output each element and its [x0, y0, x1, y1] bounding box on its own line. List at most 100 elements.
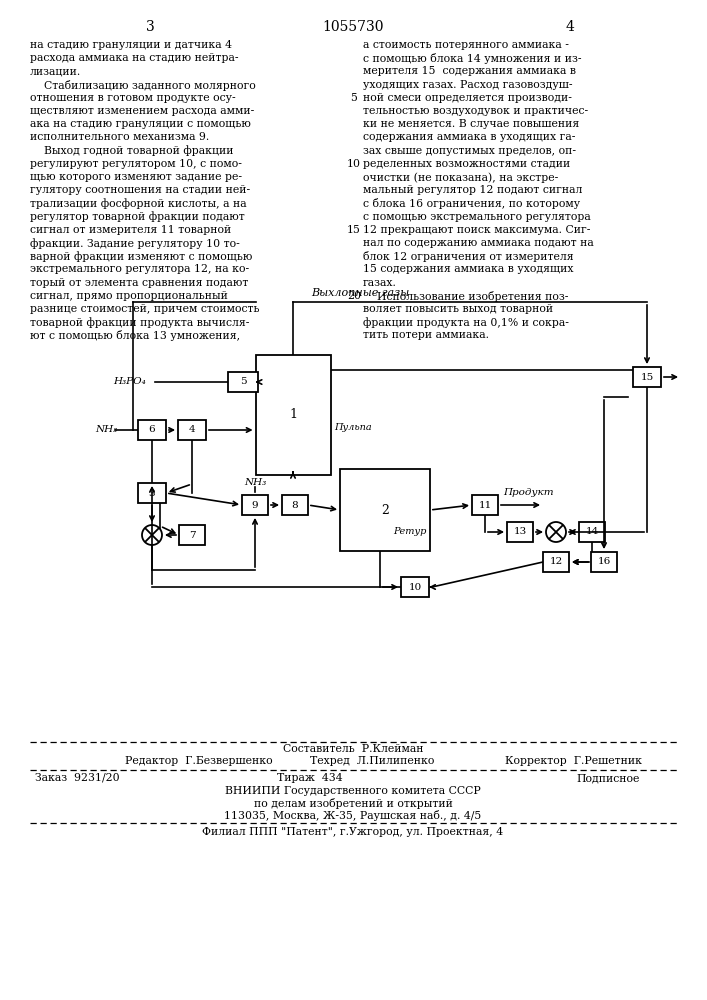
- Text: 15: 15: [347, 225, 361, 235]
- Text: 1055730: 1055730: [322, 20, 384, 34]
- Text: уходящих газах. Расход газовоздуш-: уходящих газах. Расход газовоздуш-: [363, 80, 573, 90]
- Text: экстремального регулятора 12, на ко-: экстремального регулятора 12, на ко-: [30, 264, 249, 274]
- Text: ществляют изменением расхода амми-: ществляют изменением расхода амми-: [30, 106, 255, 116]
- Text: фракции. Задание регулятору 10 то-: фракции. Задание регулятору 10 то-: [30, 238, 240, 249]
- Bar: [401, 577, 429, 597]
- Text: зах свыше допустимых пределов, оп-: зах свыше допустимых пределов, оп-: [363, 146, 576, 156]
- Text: на стадию грануляции и датчика 4: на стадию грануляции и датчика 4: [30, 40, 232, 50]
- Text: щью которого изменяют задание ре-: щью которого изменяют задание ре-: [30, 172, 242, 182]
- Bar: [591, 552, 617, 572]
- Text: 9: 9: [252, 500, 258, 510]
- Text: мерителя 15  содержания аммиака в: мерителя 15 содержания аммиака в: [363, 66, 576, 76]
- Bar: [507, 522, 533, 542]
- Text: ной смеси определяется производи-: ной смеси определяется производи-: [363, 93, 572, 103]
- Text: 15: 15: [641, 372, 654, 381]
- Text: тельностью воздуходувок и практичес-: тельностью воздуходувок и практичес-: [363, 106, 588, 116]
- Text: ют с помощью блока 13 умножения,: ют с помощью блока 13 умножения,: [30, 330, 240, 341]
- Text: сигнал, прямо пропорциональный: сигнал, прямо пропорциональный: [30, 291, 228, 301]
- Text: блок 12 ограничения от измерителя: блок 12 ограничения от измерителя: [363, 251, 573, 262]
- Text: Выхлопные газы: Выхлопные газы: [311, 288, 409, 298]
- Text: тить потери аммиака.: тить потери аммиака.: [363, 330, 489, 340]
- Text: Филиал ППП "Патент", г.Ужгород, ул. Проектная, 4: Филиал ППП "Патент", г.Ужгород, ул. Прое…: [202, 827, 503, 837]
- Text: Стабилизацию заданного молярного: Стабилизацию заданного молярного: [30, 80, 256, 91]
- Text: ВНИИПИ Государственного комитета СССР: ВНИИПИ Государственного комитета СССР: [225, 786, 481, 796]
- Text: 5: 5: [240, 377, 246, 386]
- Text: Тираж  434: Тираж 434: [277, 773, 343, 783]
- Bar: [633, 367, 661, 387]
- Text: 7: 7: [189, 530, 195, 540]
- Text: 13: 13: [513, 528, 527, 536]
- Bar: [179, 525, 205, 545]
- Text: газах.: газах.: [363, 278, 397, 288]
- Text: 3: 3: [146, 20, 154, 34]
- Text: гулятору соотношения на стадии ней-: гулятору соотношения на стадии ней-: [30, 185, 250, 195]
- Text: Подписное: Подписное: [577, 773, 640, 783]
- Text: 4: 4: [566, 20, 574, 34]
- Text: Заказ  9231/20: Заказ 9231/20: [35, 773, 119, 783]
- Text: ака на стадию грануляции с помощью: ака на стадию грануляции с помощью: [30, 119, 251, 129]
- Text: 12: 12: [549, 558, 563, 566]
- Text: очистки (не показана), на экстре-: очистки (не показана), на экстре-: [363, 172, 559, 183]
- Text: 10: 10: [347, 159, 361, 169]
- Text: 14: 14: [585, 528, 599, 536]
- Text: Корректор  Г.Решетник: Корректор Г.Решетник: [505, 756, 642, 766]
- Text: 8: 8: [292, 500, 298, 510]
- Text: разнице стоимостей, причем стоимость: разнице стоимостей, причем стоимость: [30, 304, 259, 314]
- Bar: [178, 420, 206, 440]
- Text: 11: 11: [479, 500, 491, 510]
- Text: 20: 20: [347, 291, 361, 301]
- Text: NН₃: NН₃: [244, 478, 266, 487]
- Text: воляет повысить выход товарной: воляет повысить выход товарной: [363, 304, 553, 314]
- Text: 5: 5: [351, 93, 358, 103]
- Text: Выход годной товарной фракции: Выход годной товарной фракции: [30, 146, 233, 156]
- Text: содержания аммиака в уходящих га-: содержания аммиака в уходящих га-: [363, 132, 575, 142]
- Text: трализации фосфорной кислоты, а на: трализации фосфорной кислоты, а на: [30, 198, 247, 209]
- Bar: [340, 469, 430, 551]
- Text: Редактор  Г.Безвершенко: Редактор Г.Безвершенко: [125, 756, 273, 766]
- Bar: [255, 355, 330, 475]
- Text: Продукт: Продукт: [503, 488, 554, 497]
- Bar: [138, 483, 166, 503]
- Text: расхода аммиака на стадию нейтра-: расхода аммиака на стадию нейтра-: [30, 53, 238, 63]
- Text: Техред  Л.Пилипенко: Техред Л.Пилипенко: [310, 756, 434, 766]
- Bar: [228, 372, 258, 392]
- Text: исполнительного механизма 9.: исполнительного механизма 9.: [30, 132, 209, 142]
- Text: Составитель  Р.Клейман: Составитель Р.Клейман: [283, 744, 423, 754]
- Text: регулятор товарной фракции подают: регулятор товарной фракции подают: [30, 212, 245, 222]
- Text: товарной фракции продукта вычисля-: товарной фракции продукта вычисля-: [30, 317, 250, 328]
- Text: 6: 6: [148, 426, 156, 434]
- Bar: [138, 420, 166, 440]
- Text: а стоимость потерянного аммиака -: а стоимость потерянного аммиака -: [363, 40, 569, 50]
- Text: отношения в готовом продукте осу-: отношения в готовом продукте осу-: [30, 93, 235, 103]
- Circle shape: [142, 525, 162, 545]
- Text: лизации.: лизации.: [30, 66, 81, 76]
- Text: Пульпа: Пульпа: [334, 422, 373, 432]
- Text: фракции продукта на 0,1% и сокра-: фракции продукта на 0,1% и сокра-: [363, 317, 569, 328]
- Text: 4: 4: [189, 426, 195, 434]
- Text: нал по содержанию аммиака подают на: нал по содержанию аммиака подают на: [363, 238, 594, 248]
- Text: регулируют регулятором 10, с помо-: регулируют регулятором 10, с помо-: [30, 159, 242, 169]
- Text: с блока 16 ограничения, по которому: с блока 16 ограничения, по которому: [363, 198, 580, 209]
- Text: варной фракции изменяют с помощью: варной фракции изменяют с помощью: [30, 251, 252, 262]
- Text: ки не меняется. В случае повышения: ки не меняется. В случае повышения: [363, 119, 579, 129]
- Bar: [282, 495, 308, 515]
- Text: с помощью экстремального регулятора: с помощью экстремального регулятора: [363, 212, 591, 222]
- Bar: [579, 522, 605, 542]
- Text: 16: 16: [597, 558, 611, 566]
- Text: ределенных возможностями стадии: ределенных возможностями стадии: [363, 159, 571, 169]
- Text: Ретур: Ретур: [393, 528, 426, 536]
- Text: NН₃: NН₃: [95, 426, 117, 434]
- Text: мальный регулятор 12 подают сигнал: мальный регулятор 12 подают сигнал: [363, 185, 583, 195]
- Text: Использование изобретения поз-: Использование изобретения поз-: [363, 291, 568, 302]
- Text: торый от элемента сравнения подают: торый от элемента сравнения подают: [30, 278, 248, 288]
- Text: по делам изобретений и открытий: по делам изобретений и открытий: [254, 798, 452, 809]
- Bar: [242, 495, 268, 515]
- Circle shape: [546, 522, 566, 542]
- Text: 113035, Москва, Ж-35, Раушская наб., д. 4/5: 113035, Москва, Ж-35, Раушская наб., д. …: [224, 810, 481, 821]
- Text: 12 прекращают поиск максимума. Сиг-: 12 прекращают поиск максимума. Сиг-: [363, 225, 590, 235]
- Bar: [543, 552, 569, 572]
- Text: 15 содержания аммиака в уходящих: 15 содержания аммиака в уходящих: [363, 264, 573, 274]
- Text: 2: 2: [381, 504, 389, 516]
- Bar: [472, 495, 498, 515]
- Text: 3: 3: [148, 488, 156, 497]
